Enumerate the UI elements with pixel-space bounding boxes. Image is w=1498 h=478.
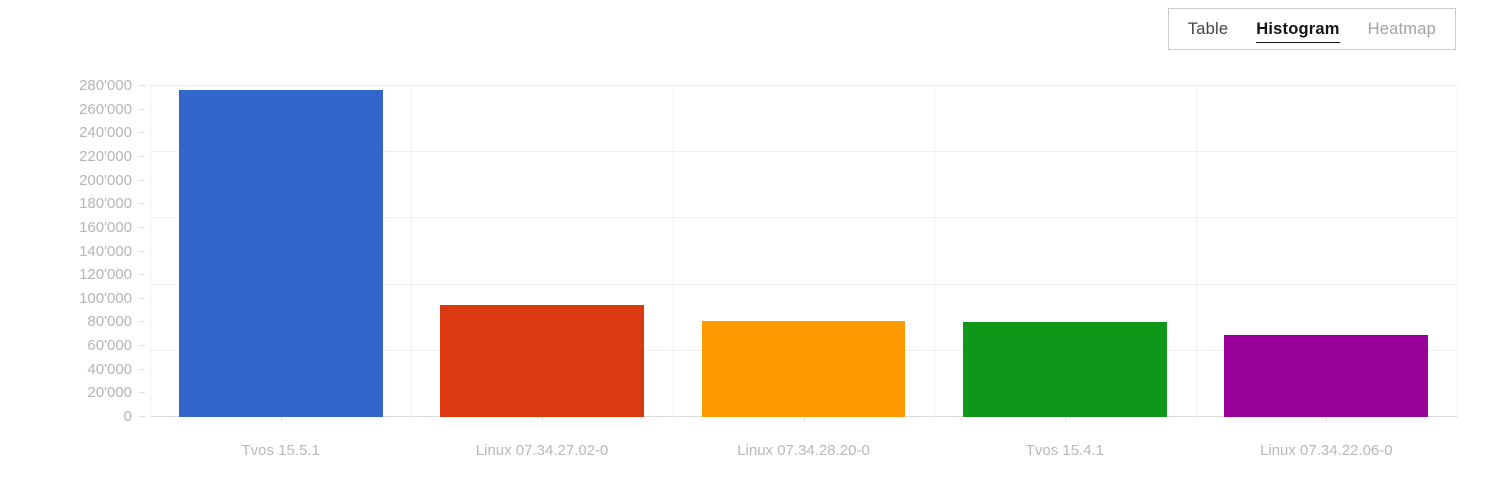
gridline-horizontal xyxy=(150,85,1457,86)
gridline-horizontal xyxy=(150,217,1457,219)
x-axis-category-label: Linux 07.34.22.06-0 xyxy=(1259,442,1393,459)
x-axis-tick xyxy=(542,417,544,421)
y-axis-tick-label: 260'000 xyxy=(79,100,132,118)
x-axis-category-label: Tvos 15.5.1 xyxy=(241,442,320,459)
chart-bar-4[interactable] xyxy=(962,322,1167,417)
tab-heatmap[interactable]: Heatmap xyxy=(1367,19,1436,38)
y-axis-tick-label: 20'000 xyxy=(87,384,132,402)
x-axis-category-label: Tvos 15.4.1 xyxy=(1025,442,1105,459)
y-axis-tick-label: 60'000 xyxy=(87,337,132,355)
gridline-horizontal xyxy=(150,283,1457,285)
x-axis-tick xyxy=(803,417,805,421)
y-axis-tick xyxy=(139,226,145,228)
y-axis-tick-label: 40'000 xyxy=(87,360,132,378)
gridline-vertical xyxy=(411,86,413,417)
histogram-plot-area: Tvos 15.5.1 Linux 07.34.27.02-0 Linux 07.3… xyxy=(150,85,1458,459)
y-axis-tick-label: 80'000 xyxy=(87,313,132,331)
y-axis-tick-label: 140'000 xyxy=(79,242,132,260)
y-axis: 0 20'000 40'000 60'000 80'000 100'000 120'000 1… xyxy=(0,78,132,425)
tab-histogram[interactable]: Histogram xyxy=(1256,20,1340,43)
y-axis-tick-label: 200'000 xyxy=(79,171,132,189)
y-axis-tick-label: 180'000 xyxy=(79,195,132,213)
y-axis-tick xyxy=(139,132,145,134)
y-axis-tick-marks xyxy=(139,85,145,417)
x-axis-category-label: Linux 07.34.27.02-0 xyxy=(475,442,609,459)
y-axis-tick-label: 100'000 xyxy=(79,289,132,307)
y-axis-tick xyxy=(139,345,145,347)
y-axis-tick xyxy=(139,297,145,299)
chart-bar-2[interactable] xyxy=(440,305,645,417)
y-axis-tick-label: 280'000 xyxy=(79,77,132,94)
y-axis-tick xyxy=(139,368,145,370)
gridline-vertical xyxy=(672,86,674,417)
y-axis-tick xyxy=(139,321,145,323)
y-axis-tick xyxy=(139,203,145,205)
y-axis-tick xyxy=(139,392,145,394)
y-axis-tick xyxy=(139,85,145,86)
y-axis-tick-label: 120'000 xyxy=(79,266,132,284)
chart-bar-3[interactable] xyxy=(701,321,906,417)
gridline-horizontal xyxy=(150,151,1457,153)
chart-bar-1[interactable] xyxy=(178,89,383,417)
y-axis-tick-label: 0 xyxy=(123,408,132,425)
gridline-vertical xyxy=(1195,86,1197,417)
y-axis-tick-label: 220'000 xyxy=(79,147,132,165)
y-axis-tick xyxy=(139,416,145,417)
x-axis-category-label: Linux 07.34.28.20-0 xyxy=(737,442,870,459)
gridline-vertical xyxy=(934,86,936,417)
x-axis-tick xyxy=(1326,417,1328,421)
y-axis-tick xyxy=(139,108,145,110)
tab-table[interactable]: Table xyxy=(1187,19,1229,38)
view-switcher: Table Histogram Heatmap xyxy=(1167,8,1456,50)
y-axis-tick-label: 160'000 xyxy=(79,218,132,236)
y-axis-tick xyxy=(139,274,145,276)
plot-right-edge xyxy=(1457,86,1458,417)
y-axis-tick xyxy=(139,155,145,157)
x-axis-tick xyxy=(1064,417,1066,421)
y-axis-tick xyxy=(139,250,145,252)
x-axis-tick xyxy=(280,417,282,421)
chart-bar-5[interactable] xyxy=(1224,335,1429,417)
y-axis-tick xyxy=(139,179,145,181)
y-axis-tick-label: 240'000 xyxy=(79,124,132,142)
plot-left-edge xyxy=(150,86,151,417)
